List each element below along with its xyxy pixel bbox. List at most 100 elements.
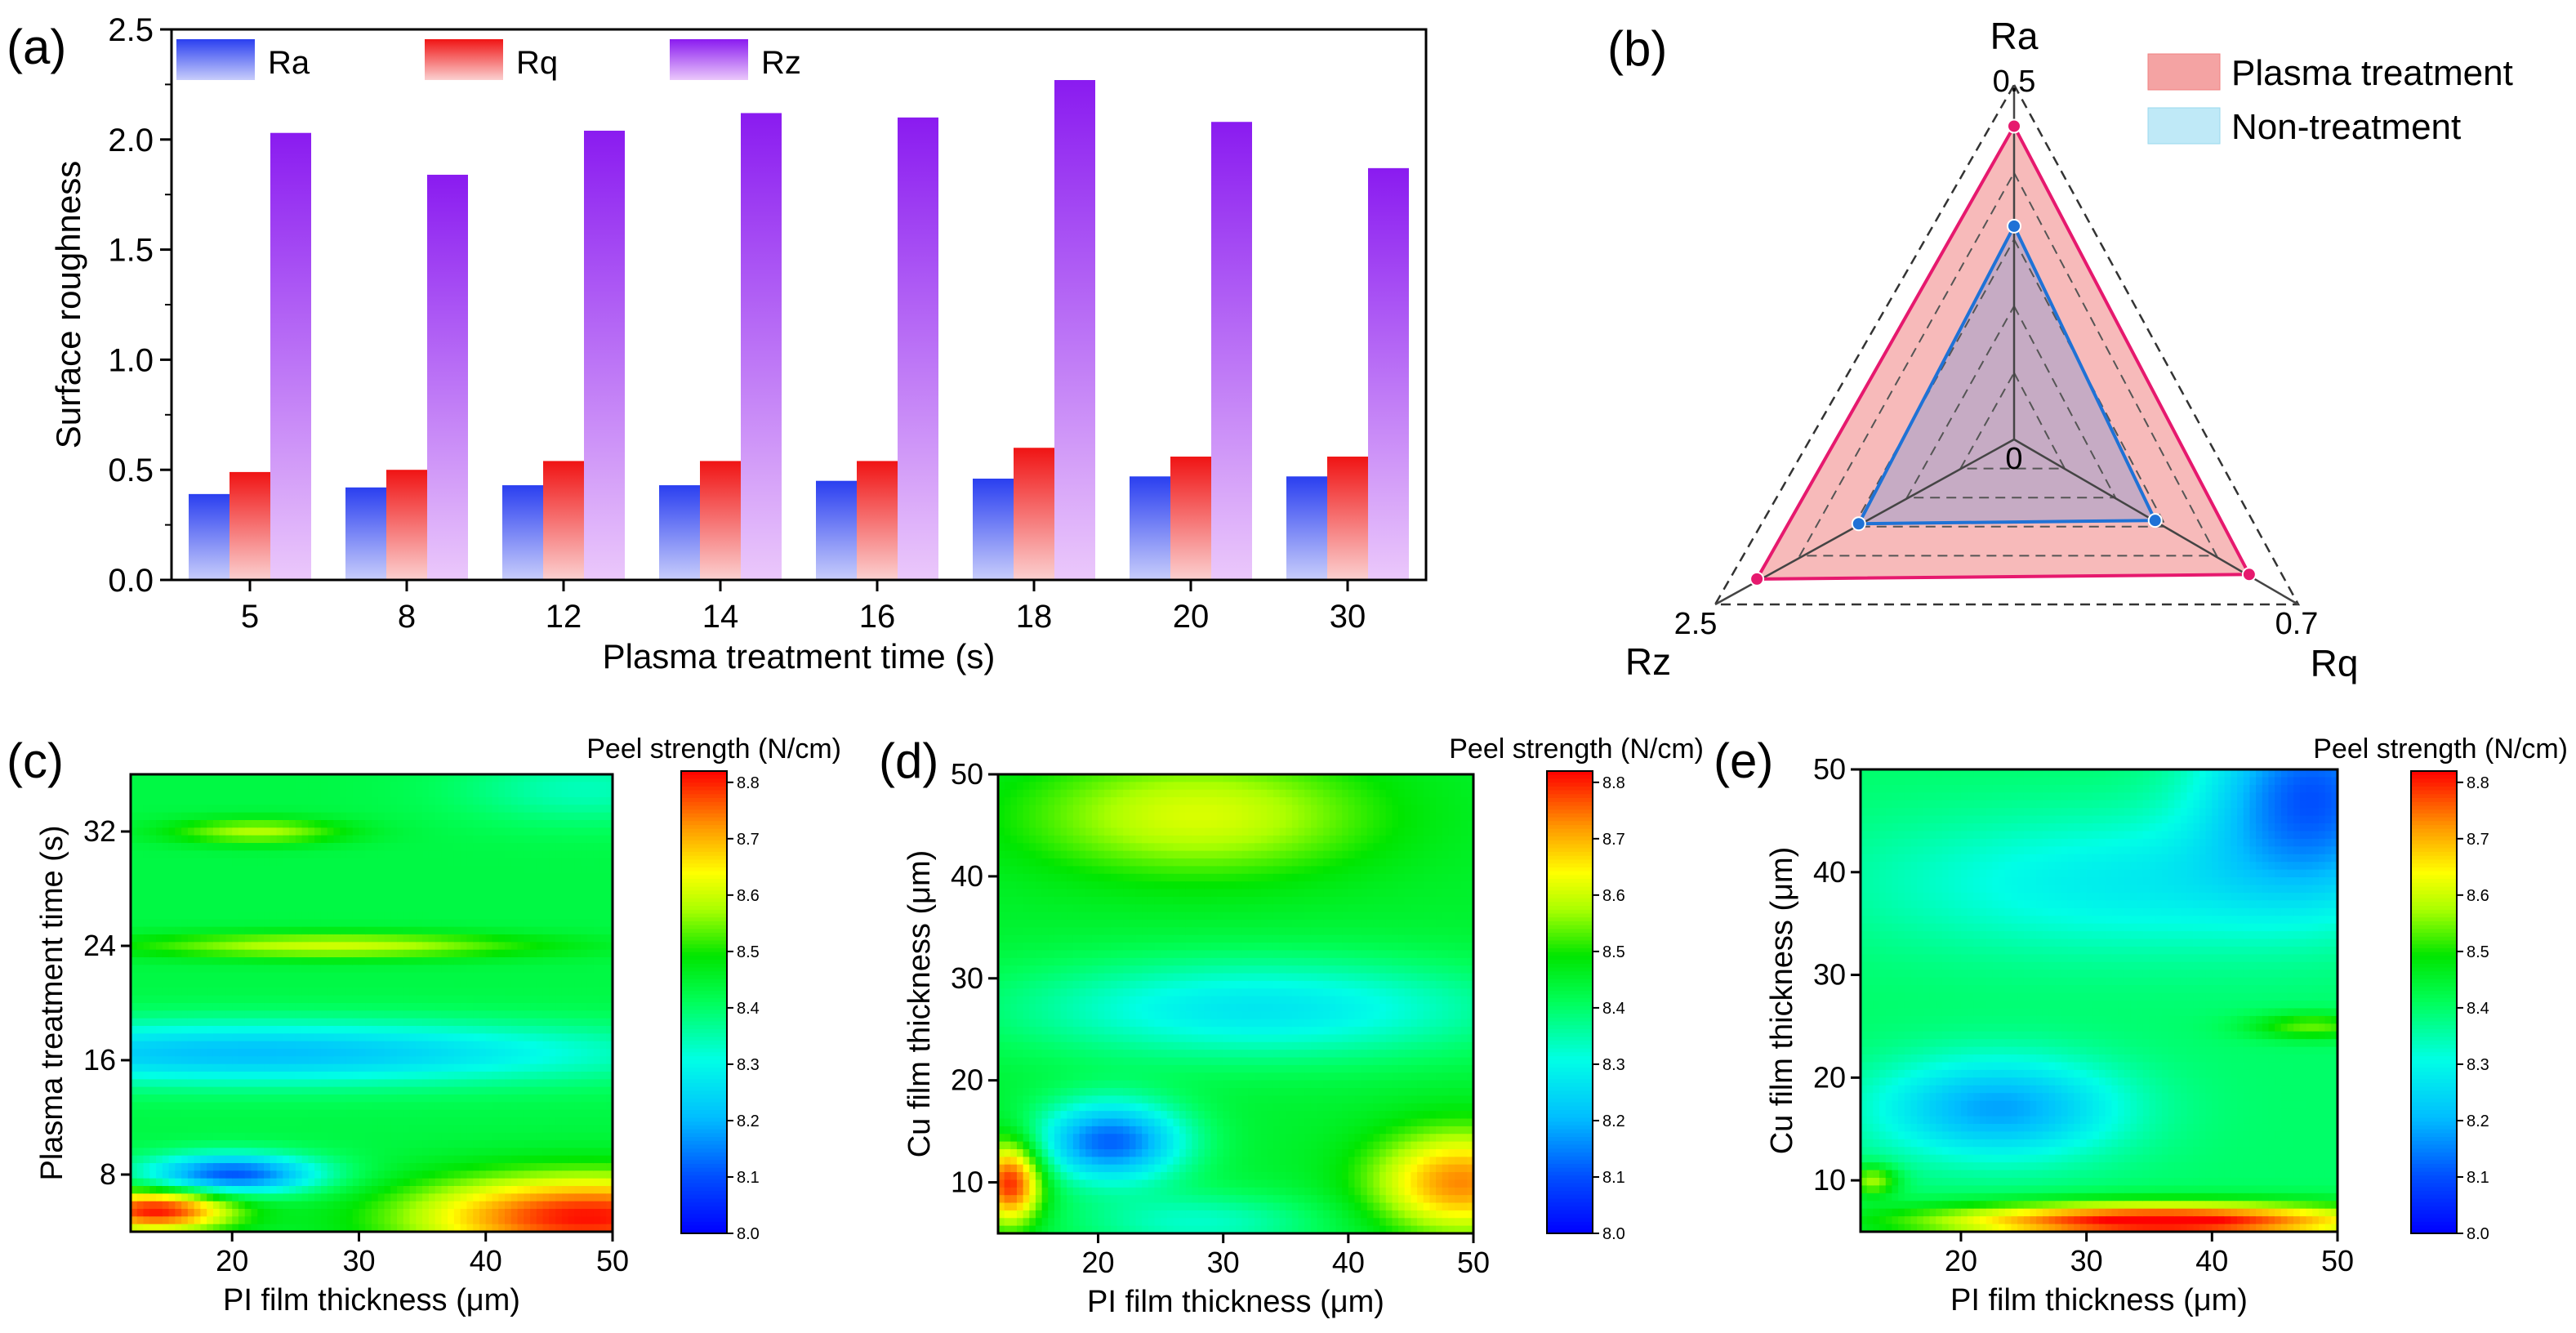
contour-cell [270, 1003, 278, 1011]
contour-cell [244, 1125, 252, 1134]
contour-cell [149, 1049, 157, 1057]
contour-cell [555, 1063, 563, 1072]
contour-cell [238, 926, 246, 935]
contour-cell [238, 972, 246, 981]
contour-cell [460, 858, 468, 867]
contour-cell [212, 1003, 221, 1011]
contour-cell [194, 995, 201, 1004]
contour-cell [365, 1132, 372, 1141]
contour-cell [473, 987, 480, 996]
contour-cell [136, 957, 145, 965]
contour-cell [219, 1148, 227, 1157]
contour-cell [136, 835, 145, 844]
contour-cell [327, 1010, 335, 1019]
contour-cell [270, 949, 278, 958]
contour-cell [1010, 1011, 1018, 1020]
contour-cell [200, 812, 207, 821]
contour-cell [593, 1094, 601, 1103]
contour-cell [340, 1209, 347, 1217]
contour-cell [435, 1086, 442, 1095]
contour-cell [428, 1026, 436, 1034]
contour-cell [149, 805, 157, 814]
contour-cell [498, 812, 506, 821]
contour-cell [219, 835, 227, 844]
contour-cell [416, 827, 423, 836]
bar-rz-20 [1211, 122, 1252, 580]
contour-cell [372, 1041, 379, 1050]
colorbar-segment [681, 1005, 727, 1011]
contour-cell [283, 873, 290, 882]
contour-cell [320, 843, 328, 851]
contour-cell [581, 942, 588, 951]
contour-cell [416, 1216, 423, 1225]
contour-cell [175, 782, 182, 791]
contour-cell [581, 1109, 588, 1118]
contour-cell [289, 972, 296, 981]
contour-cell [453, 1072, 461, 1080]
contour-cell [485, 926, 493, 935]
contour-cell [542, 1209, 550, 1217]
contour-cell [162, 903, 170, 912]
contour-cell [524, 789, 531, 798]
contour-cell [314, 1209, 322, 1217]
contour-cell [397, 1063, 404, 1072]
contour-cell [485, 1086, 493, 1095]
contour-cell [536, 987, 544, 996]
contour-cell [441, 1155, 448, 1164]
contour-cell [377, 919, 386, 928]
contour-cell [409, 1049, 417, 1057]
contour-cell [479, 1125, 487, 1134]
contour-cell [365, 896, 372, 905]
contour-cell [530, 1086, 537, 1095]
contour-cell [219, 1109, 227, 1118]
contour-cell [308, 805, 315, 814]
contour-cell [542, 965, 550, 974]
contour-cell [352, 972, 360, 981]
contour-cell [397, 972, 404, 981]
contour-cell [136, 965, 145, 974]
contour-cell [175, 957, 182, 965]
contour-cell [283, 903, 290, 912]
contour-cell [586, 812, 595, 821]
contour-cell [561, 1148, 569, 1157]
contour-cell [586, 1026, 595, 1034]
contour-cell [264, 789, 271, 798]
contour-cell [1010, 820, 1018, 829]
x-tick-label: 30 [1330, 599, 1366, 635]
contour-cell [555, 866, 563, 874]
contour-cell [428, 1102, 436, 1111]
contour-cell [314, 812, 322, 821]
contour-cell [1010, 904, 1018, 913]
contour-cell [365, 889, 372, 897]
contour-cell [352, 957, 360, 965]
contour-cell [377, 1216, 386, 1225]
contour-cell [561, 1041, 569, 1050]
contour-cell [524, 957, 531, 965]
contour-cell [536, 1033, 544, 1042]
contour-cell [194, 1201, 201, 1210]
contour-cell [168, 896, 176, 905]
contour-cell [194, 1209, 201, 1217]
contour-cell [561, 1155, 569, 1164]
contour-cell [574, 1049, 582, 1057]
contour-cell [327, 919, 335, 928]
contour-cell [276, 843, 283, 851]
contour-cell [492, 1056, 499, 1065]
contour-cell [555, 903, 563, 912]
contour-cell [568, 1063, 576, 1072]
contour-cell [416, 1193, 423, 1202]
contour-cell [149, 1140, 157, 1148]
contour-cell [283, 919, 290, 928]
contour-cell [479, 995, 487, 1004]
contour-cell [416, 1178, 423, 1187]
contour-cell [212, 934, 221, 943]
contour-cell [593, 1140, 601, 1148]
contour-cell [175, 942, 182, 951]
contour-cell [264, 858, 271, 867]
colorbar-tick-label: 8.8 [737, 774, 760, 792]
contour-cell [536, 1140, 544, 1148]
contour-cell [453, 850, 461, 859]
contour-cell [264, 1018, 271, 1027]
contour-cell [257, 880, 265, 889]
contour-cell [574, 1033, 582, 1042]
